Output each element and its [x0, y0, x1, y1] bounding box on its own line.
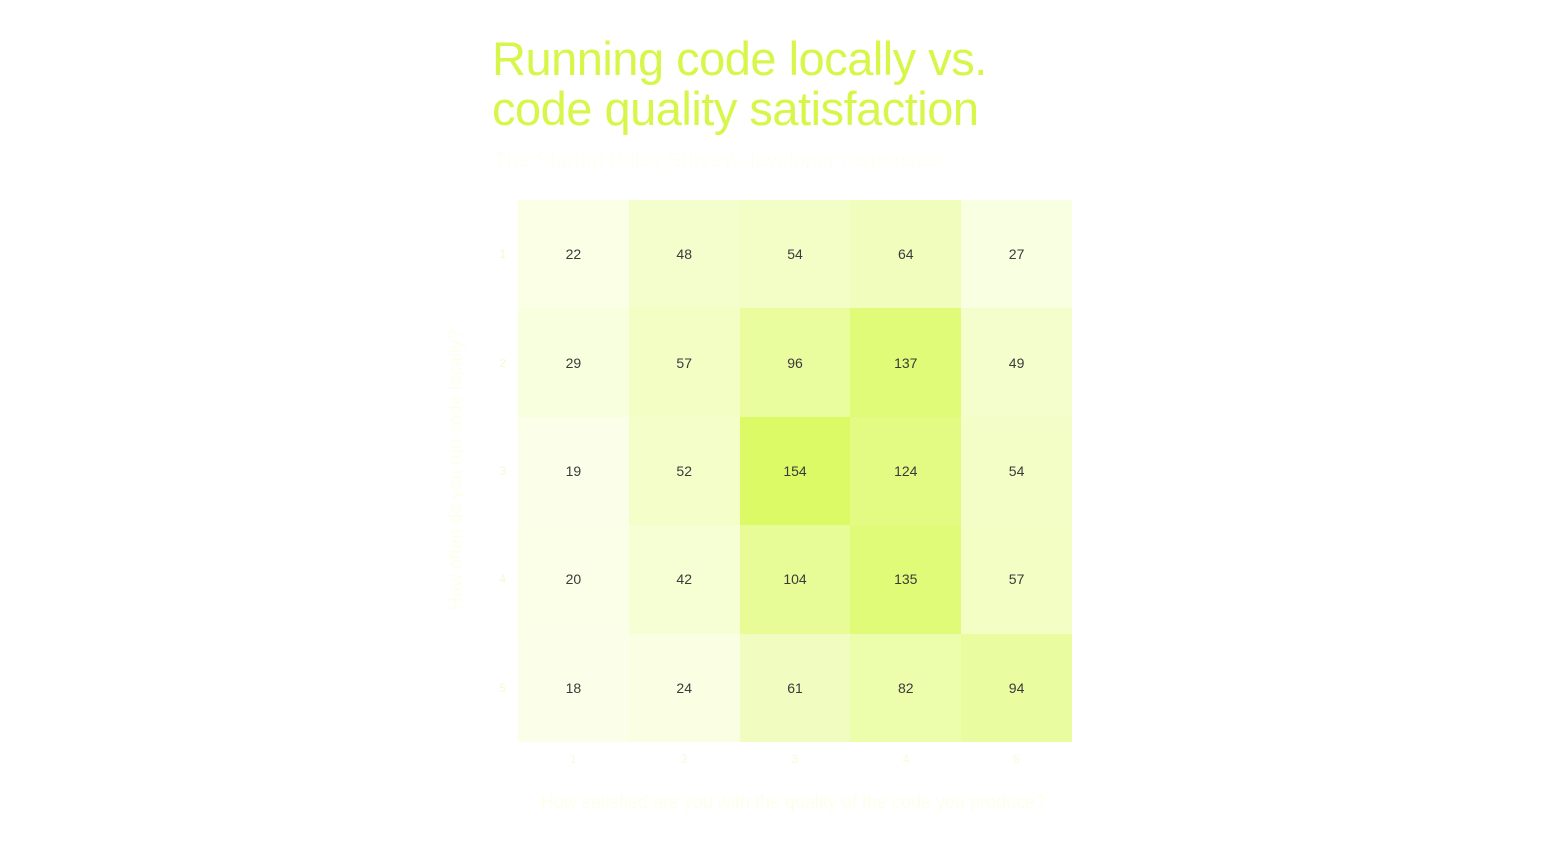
y-tick: 1	[499, 247, 506, 262]
x-tick: 2	[680, 752, 688, 766]
heatmap-cell: 29	[518, 308, 629, 417]
heatmap-cell: 49	[961, 308, 1072, 417]
heatmap-cell: 42	[628, 525, 740, 634]
x-tick: 1	[570, 752, 577, 766]
heatmap-cell: 154	[739, 416, 851, 526]
heatmap-cell: 137	[850, 308, 962, 417]
heatmap-cell: 94	[961, 633, 1072, 742]
heatmap-cell: 57	[628, 308, 740, 417]
chart-title-line-1: Running code locally vs.	[492, 32, 987, 85]
heatmap-grid: 22 48 54 64 27 29 57 96 137 49 19 52 154…	[518, 200, 1072, 742]
x-tick: 5	[1013, 752, 1020, 766]
heatmap-cell: 20	[518, 525, 629, 634]
y-axis-ticks: 1 2 3 4 5	[486, 200, 506, 742]
heatmap-cell: 82	[850, 633, 962, 742]
heatmap-cell: 27	[961, 200, 1072, 309]
chart-subtitle: The Startup Pulse Survey, developer resp…	[494, 149, 939, 172]
heatmap-cell: 96	[739, 308, 851, 417]
y-tick: 2	[499, 355, 506, 370]
x-tick: 3	[791, 752, 799, 766]
heatmap-cell: 64	[850, 200, 962, 309]
x-tick: 4	[902, 752, 910, 766]
x-axis-label: How satisfied are you with the quality o…	[540, 792, 1046, 812]
heatmap-cell: 54	[961, 416, 1072, 526]
heatmap-cell: 24	[628, 633, 740, 742]
heatmap-cell: 57	[961, 525, 1072, 634]
chart-title-line-2: code quality satisfaction	[492, 82, 979, 135]
heatmap-cell: 61	[739, 633, 851, 742]
heatmap-cell: 19	[518, 416, 629, 526]
heatmap-cell: 48	[628, 200, 740, 309]
heatmap-cell: 22	[518, 200, 629, 309]
x-axis-ticks: 1 2 3 4 5	[518, 752, 1072, 772]
heatmap-cell: 54	[739, 200, 851, 309]
heatmap-cell: 18	[518, 633, 629, 742]
heatmap-cell: 52	[628, 416, 740, 526]
y-tick: 3	[499, 464, 506, 478]
y-tick: 5	[499, 680, 506, 695]
y-axis-label: How often do you run code locally?	[445, 329, 466, 611]
heatmap-cell: 104	[739, 525, 851, 634]
heatmap-cell: 124	[850, 416, 962, 526]
y-tick: 4	[499, 572, 506, 587]
chart-title: Running code locally vs. code quality sa…	[492, 34, 1112, 134]
heatmap-cell: 135	[850, 525, 962, 634]
